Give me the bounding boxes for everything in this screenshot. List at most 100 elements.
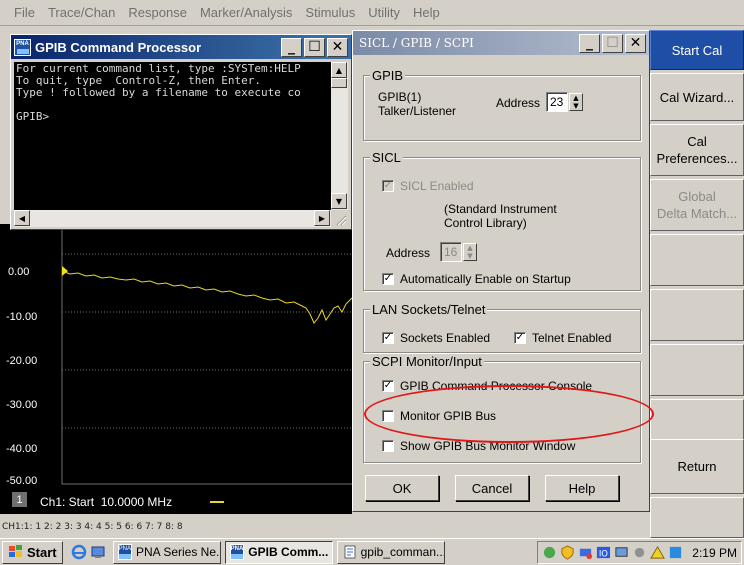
menu-help[interactable]: Help	[413, 5, 440, 20]
sockets-enabled-checkbox[interactable]: ✓	[382, 332, 394, 344]
console-vertical-scrollbar[interactable]: ▲ ▼	[331, 62, 348, 210]
menu-utility[interactable]: Utility	[368, 5, 401, 20]
taskbar-gpib-comm[interactable]: PNA GPIB Comm...	[224, 540, 333, 564]
sicl-dialog-titlebar[interactable]: SICL / GPIB / SCPI _ ☐ ✕	[353, 31, 649, 55]
scroll-right-icon[interactable]: ▶	[314, 210, 330, 226]
menu-bar: File Trace/Chan Response Marker/Analysis…	[0, 0, 744, 26]
gpib-console-titlebar[interactable]: PNA GPIB Command Processor _ ☐ ✕	[11, 35, 351, 59]
cal-preferences-button[interactable]: Cal Preferences...	[650, 124, 744, 176]
softkey-blank-2[interactable]	[650, 289, 744, 341]
trace-line	[61, 270, 352, 324]
global-delta-match-button[interactable]: Global Delta Match...	[650, 179, 744, 231]
gpib-console-title: GPIB Command Processor	[35, 39, 202, 55]
gpib-name: GPIB(1)	[378, 90, 422, 104]
internet-explorer-icon[interactable]	[71, 544, 87, 560]
sicl-address-label: Address	[386, 246, 431, 260]
connections-tray-icon[interactable]	[578, 545, 593, 560]
scroll-left-icon[interactable]: ◀	[14, 210, 30, 226]
sicl-desc-line-1: (Standard Instrument	[444, 202, 557, 216]
scroll-up-icon[interactable]: ▲	[331, 62, 347, 78]
network-tray-icon[interactable]	[542, 545, 557, 560]
console-output[interactable]: For current command list, type :SYSTem:H…	[14, 62, 331, 210]
menu-marker-analysis[interactable]: Marker/Analysis	[199, 5, 293, 20]
ok-button[interactable]: OK	[365, 475, 439, 501]
console-line-2: Type ! followed by a filename to execute…	[16, 86, 301, 99]
clock: 2:19 PM	[692, 545, 737, 560]
sockets-enabled-label: Sockets Enabled	[400, 331, 491, 345]
menu-file[interactable]: File	[14, 5, 35, 20]
show-monitor-window-checkbox[interactable]	[382, 440, 394, 452]
display-tray-icon[interactable]	[614, 545, 629, 560]
close-button[interactable]: ✕	[327, 37, 348, 57]
auto-enable-label: Automatically Enable on Startup	[400, 272, 571, 286]
y-tick-2: -20.00	[6, 355, 37, 367]
svg-text:IO: IO	[599, 548, 608, 558]
show-desktop-icon[interactable]	[90, 544, 106, 560]
resize-grip-icon[interactable]	[331, 210, 348, 227]
cal-preferences-label-1: Cal	[687, 134, 707, 149]
dialog-maximize-button[interactable]: ☐	[602, 33, 623, 53]
console-prompt: GPIB>	[16, 110, 50, 123]
gpib-address-label: Address	[496, 96, 541, 110]
io-monitor-tray-icon[interactable]: IO	[596, 545, 611, 560]
sicl-address-spinner-icon[interactable]: ▲ ▼	[463, 243, 477, 261]
cancel-button[interactable]: Cancel	[455, 475, 529, 501]
dialog-minimize-button[interactable]: _	[579, 33, 600, 53]
gpib-task-icon: PNA	[229, 544, 245, 560]
return-button[interactable]: Return	[650, 439, 744, 494]
trace-chart: 0.00 -10.00 -20.00 -30.00 -40.00 -50.00	[0, 224, 352, 514]
monitor-gpib-bus-checkbox[interactable]	[382, 410, 394, 422]
taskbar-gpib-command-doc[interactable]: gpib_comman...	[336, 540, 445, 564]
taskbar-pna-series[interactable]: PNA PNA Series Ne...	[112, 540, 221, 564]
pna-app-icon: PNA	[14, 38, 31, 56]
menu-trace-chan[interactable]: Trace/Chan	[47, 5, 116, 20]
scroll-down-icon[interactable]: ▼	[331, 193, 347, 209]
sicl-enabled-checkbox[interactable]: ✓	[382, 180, 394, 192]
vertical-scroll-thumb[interactable]	[331, 78, 347, 88]
cal-wizard-button[interactable]: Cal Wizard...	[650, 73, 744, 121]
system-tray: IO 2:19 PM	[537, 541, 742, 564]
gpib-group-label: GPIB	[370, 68, 406, 83]
y-tick-0: 0.00	[8, 266, 29, 278]
start-cal-button[interactable]: Start Cal	[650, 30, 744, 70]
lan-group: LAN Sockets/Telnet ✓ Sockets Enabled ✓ T…	[363, 302, 641, 353]
volume-tray-icon[interactable]	[632, 545, 647, 560]
telnet-enabled-checkbox[interactable]: ✓	[514, 332, 526, 344]
global-delta-label-1: Global	[678, 189, 716, 204]
sicl-address-input[interactable]: 16	[440, 242, 462, 262]
global-delta-label-2: Delta Match...	[656, 206, 738, 221]
console-line-3	[16, 99, 329, 111]
reference-marker	[62, 266, 68, 276]
sicl-enabled-label: SICL Enabled	[400, 179, 474, 193]
gpib-role: Talker/Listener	[378, 104, 457, 118]
channel-strip: CH1:1: 1 2: 2 3: 3 4: 4 5: 5 6: 6 7: 7 8…	[0, 516, 650, 538]
trace-legend-swatch	[210, 501, 224, 503]
softkey-blank-5[interactable]	[650, 497, 744, 538]
console-horizontal-scrollbar[interactable]: ◀ ▶	[14, 210, 331, 227]
monitor-gpib-bus-label: Monitor GPIB Bus	[400, 409, 497, 423]
y-tick-3: -30.00	[6, 399, 37, 411]
softkey-blank-1[interactable]	[650, 234, 744, 286]
channel-number-box: 1	[12, 492, 27, 507]
warning-tray-icon[interactable]	[650, 545, 666, 560]
sicl-group: SICL ✓ SICL Enabled (Standard Instrument…	[363, 150, 641, 291]
gpib-address-spinner-icon[interactable]: ▲ ▼	[569, 93, 583, 111]
auto-enable-checkbox[interactable]: ✓	[382, 273, 394, 285]
softkey-blank-3[interactable]	[650, 344, 744, 396]
help-button[interactable]: Help	[545, 475, 619, 501]
gpib-console-option-label: GPIB Command Processor Console	[400, 379, 593, 393]
dialog-close-button[interactable]: ✕	[625, 33, 646, 53]
cal-preferences-label-2: Preferences...	[656, 151, 738, 166]
start-button[interactable]: Start	[2, 540, 63, 564]
gpib-address-input[interactable]: 23	[546, 92, 568, 112]
y-tick-1: -10.00	[6, 311, 37, 323]
app-tray-icon[interactable]	[668, 545, 683, 560]
sicl-desc-line-2: Control Library)	[444, 216, 527, 230]
minimize-button[interactable]: _	[281, 37, 302, 57]
security-shield-icon[interactable]	[560, 545, 575, 560]
maximize-button[interactable]: ☐	[304, 37, 325, 57]
menu-stimulus[interactable]: Stimulus	[305, 5, 356, 20]
menu-response[interactable]: Response	[128, 5, 187, 20]
scpi-monitor-group: SCPI Monitor/Input ✓ GPIB Command Proces…	[363, 354, 641, 463]
gpib-console-checkbox[interactable]: ✓	[382, 380, 394, 392]
